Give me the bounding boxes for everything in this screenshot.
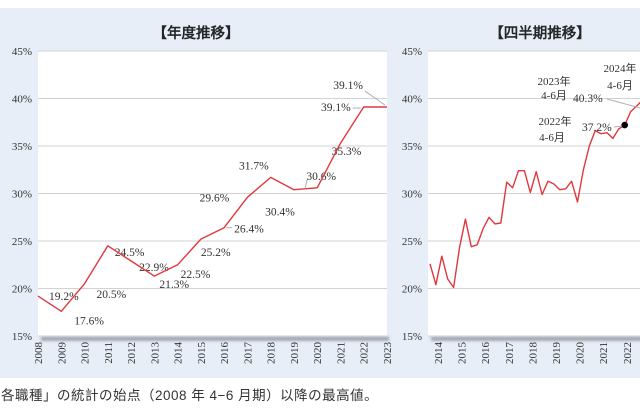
x-tick-label: 2009 <box>56 342 68 365</box>
data-label: 20.5% <box>97 289 127 301</box>
data-label: 19.2% <box>49 291 79 303</box>
x-tick-label: 2014 <box>433 342 445 365</box>
y-tick-label: 25% <box>12 236 32 248</box>
data-label: 39.1% <box>321 102 351 114</box>
data-label: 39.1% <box>333 80 363 92</box>
data-label: 25.2% <box>201 247 231 259</box>
x-tick-label: 2017 <box>242 342 254 365</box>
annotation-value: 37.2% <box>582 122 612 134</box>
x-tick-label: 2018 <box>527 342 539 365</box>
y-tick-label: 35% <box>12 141 32 153</box>
x-tick-label: 2020 <box>575 342 587 365</box>
plot-shadow <box>431 336 640 341</box>
data-label: 26.4% <box>234 224 264 236</box>
x-tick-label: 2019 <box>551 342 563 365</box>
quarterly-trend-line <box>429 101 640 289</box>
quarterly-chart: 【四半期推移】 45% 40% 35% 30% 25% 20% 15% 2014 2015 2016… <box>402 24 640 365</box>
y-tick-label: 45% <box>12 46 32 58</box>
marker-dot <box>621 121 628 129</box>
x-tick-label: 2015 <box>196 342 208 365</box>
x-tick-label: 2017 <box>504 342 516 365</box>
y-tick-label: 40% <box>12 94 32 106</box>
x-tick-label: 2008 <box>33 342 45 365</box>
data-label: 31.7% <box>239 160 269 172</box>
y-tick-label: 40% <box>402 94 422 106</box>
chart-title: 【四半期推移】 <box>489 24 591 42</box>
x-tick-label: 2011 <box>103 342 115 364</box>
x-tick-label: 2021 <box>335 342 347 364</box>
leader-line <box>364 90 386 106</box>
y-tick-label: 35% <box>402 141 422 153</box>
y-tick-label: 30% <box>402 189 422 201</box>
data-label: 30.4% <box>265 207 295 219</box>
x-tick-label: 2016 <box>480 342 492 365</box>
leader-line <box>613 125 622 128</box>
data-label: 29.6% <box>200 192 230 204</box>
data-label: 22.5% <box>181 269 211 281</box>
y-tick-label: 30% <box>12 189 32 201</box>
x-tick-label: 2023 <box>382 342 394 365</box>
chart-title: 【年度推移】 <box>153 24 240 42</box>
annual-trend-line <box>37 106 387 312</box>
leader-line <box>606 98 640 109</box>
x-tick-label: 2012 <box>126 342 138 364</box>
x-tick-label: 2022 <box>359 342 371 364</box>
leader-line <box>304 179 308 188</box>
annual-chart: 【年度推移】 45% 40% 35% 30% 25% 20% 15%2008 2009 2010 2… <box>12 24 394 365</box>
data-label: 35.3% <box>332 146 362 158</box>
plot-shadow <box>41 336 389 341</box>
y-tick-label: 20% <box>12 284 32 296</box>
data-label: 30.6% <box>306 171 336 183</box>
annotation-quarter: 4-6月 <box>541 90 567 102</box>
x-tick-label: 2021 <box>598 342 610 364</box>
annotation-quarter: 4-6月 <box>539 132 565 144</box>
data-label: 21.3% <box>159 279 189 291</box>
quarterly-trend-panel: 【四半期推移】 45% 40% 35% 30% 25% 20% 15% 2014 2015 2016… <box>390 8 640 378</box>
x-tick-label: 2015 <box>457 342 469 365</box>
annotation-value: 40.3% <box>573 93 603 105</box>
annotation-year: 2024年 <box>604 61 637 75</box>
x-tick-label: 2010 <box>80 342 92 365</box>
x-tick-label: 2020 <box>312 342 324 365</box>
x-tick-label: 2016 <box>219 342 231 365</box>
y-tick-label: 25% <box>402 236 422 248</box>
annual-trend-panel: 【年度推移】 45% 40% 35% 30% 25% 20% 15% 2008 2009 2010 2… <box>0 8 395 378</box>
caption: 各職種」の統計の始点（2008 年 4−6 月期）以降の最高値。 <box>1 388 379 403</box>
data-label: 17.6% <box>74 315 104 327</box>
x-tick-label: 2022 <box>622 342 634 364</box>
annotation-year: 2023年 <box>538 74 571 88</box>
x-tick-label: 2019 <box>289 342 301 365</box>
chart-board: 【年度推移】 45% 40% 35% 30% 25% 20% 15% 2008 2009 2010 2… <box>0 8 640 378</box>
annotation-quarter: 4-6月 <box>607 80 633 92</box>
x-tick-label: 2014 <box>173 342 185 365</box>
y-tick-label: 20% <box>402 284 422 296</box>
x-tick-label: 2018 <box>266 342 278 365</box>
y-tick-label: 45% <box>402 46 422 58</box>
y-tick-label: 15% <box>402 331 422 343</box>
x-tick-label: 2013 <box>149 342 161 365</box>
data-label: 22.9% <box>139 262 169 274</box>
annotation-year: 2022年 <box>539 114 572 128</box>
y-tick-label: 15% <box>12 331 32 343</box>
